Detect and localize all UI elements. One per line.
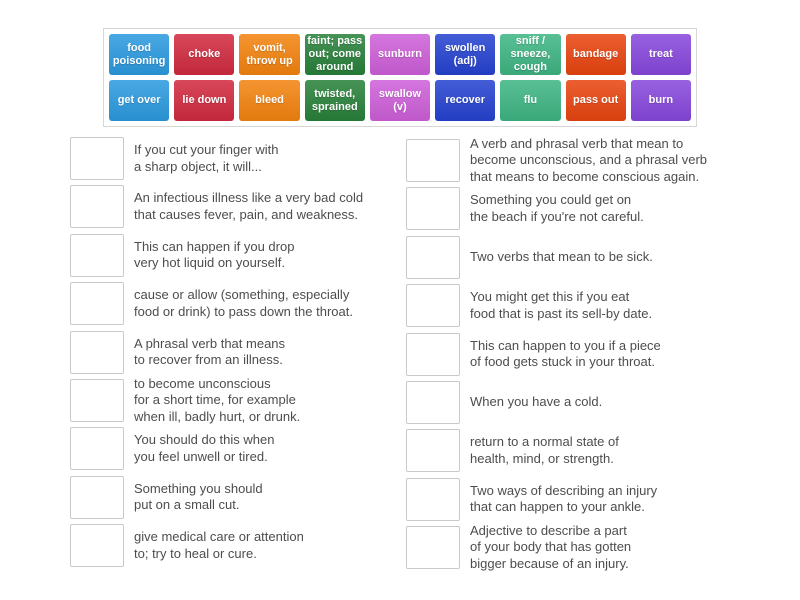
clue-text: Adjective to describe a part of your bod… — [470, 522, 632, 571]
answer-slot[interactable] — [70, 475, 124, 519]
match-row: This can happen if you drop very hot liq… — [70, 233, 410, 277]
answer-slot[interactable] — [406, 332, 460, 376]
word-tile-panel: food poisoning choke vomit, throw up fai… — [103, 28, 697, 127]
match-row: A phrasal verb that means to recover fro… — [70, 330, 410, 374]
word-tile-sniff-sneeze-cough[interactable]: sniff / sneeze, cough — [500, 34, 561, 75]
word-tile-swallow[interactable]: swallow (v) — [369, 80, 431, 121]
match-row: This can happen to you if a piece of foo… — [406, 332, 746, 376]
match-row: You might get this if you eat food that … — [406, 284, 746, 328]
clue-text: Two verbs that mean to be sick. — [470, 249, 653, 265]
word-tile-treat[interactable]: treat — [630, 34, 691, 75]
match-row: When you have a cold. — [406, 380, 746, 424]
clue-text: This can happen if you drop very hot liq… — [134, 238, 295, 271]
clue-text: You should do this when you feel unwell … — [134, 432, 275, 464]
match-row: return to a normal state of health, mind… — [406, 429, 746, 473]
answer-slot[interactable] — [70, 427, 124, 471]
word-tile-recover[interactable]: recover — [435, 80, 496, 121]
word-tile-faint-pass-out-come-around[interactable]: faint; pass out; come around — [304, 34, 365, 75]
word-tile-twisted-sprained[interactable]: twisted, sprained — [304, 80, 365, 121]
match-column-right: A verb and phrasal verb that mean to bec… — [406, 136, 746, 575]
word-tile-swollen[interactable]: swollen (adj) — [435, 34, 496, 75]
answer-slot[interactable] — [70, 282, 124, 326]
answer-slot[interactable] — [406, 139, 460, 182]
answer-slot[interactable] — [406, 477, 460, 521]
word-tile-pass-out[interactable]: pass out — [565, 80, 626, 121]
answer-slot[interactable] — [70, 137, 124, 180]
word-tile-bandage[interactable]: bandage — [565, 34, 626, 75]
match-row: Something you should put on a small cut. — [70, 475, 410, 519]
match-row: Adjective to describe a part of your bod… — [406, 523, 746, 571]
match-column-left: If you cut your finger with a sharp obje… — [70, 137, 410, 573]
clue-text: Two ways of describing an injury that ca… — [470, 482, 658, 515]
match-row: Something you could get on the beach if … — [406, 187, 746, 231]
answer-slot[interactable] — [406, 284, 460, 328]
answer-slot[interactable] — [406, 187, 460, 231]
answer-slot[interactable] — [70, 185, 124, 229]
clue-text: If you cut your finger with a sharp obje… — [134, 142, 279, 174]
clue-text: Something you should put on a small cut. — [134, 480, 263, 513]
answer-slot[interactable] — [70, 524, 124, 568]
answer-slot[interactable] — [406, 429, 460, 473]
match-row: If you cut your finger with a sharp obje… — [70, 137, 410, 180]
match-row: You should do this when you feel unwell … — [70, 427, 410, 471]
match-row: An infectious illness like a very bad co… — [70, 185, 410, 229]
answer-slot[interactable] — [406, 526, 460, 570]
answer-slot[interactable] — [406, 235, 460, 279]
clue-text: return to a normal state of health, mind… — [470, 434, 619, 466]
word-tile-bleed[interactable]: bleed — [239, 80, 300, 121]
word-tile-flu[interactable]: flu — [500, 80, 561, 121]
match-row: Two verbs that mean to be sick. — [406, 235, 746, 279]
match-row: to become unconscious for a short time, … — [70, 376, 410, 424]
clue-text: give medical care or attention to; try t… — [134, 529, 304, 561]
tile-row-1: food poisoning choke vomit, throw up fai… — [109, 34, 691, 75]
answer-slot[interactable] — [70, 330, 124, 374]
clue-text: Something you could get on the beach if … — [470, 192, 644, 224]
clue-text: When you have a cold. — [470, 394, 603, 410]
clue-text: cause or allow (something, especially fo… — [134, 287, 353, 319]
match-row: cause or allow (something, especially fo… — [70, 282, 410, 326]
clue-text: An infectious illness like a very bad co… — [134, 190, 364, 222]
match-row: give medical care or attention to; try t… — [70, 524, 410, 568]
word-tile-lie-down[interactable]: lie down — [174, 80, 235, 121]
word-tile-choke[interactable]: choke — [174, 34, 235, 75]
answer-slot[interactable] — [70, 378, 124, 422]
word-tile-burn[interactable]: burn — [630, 80, 691, 121]
clue-text: A verb and phrasal verb that mean to bec… — [470, 135, 708, 184]
word-tile-sunburn[interactable]: sunburn — [369, 34, 431, 75]
match-row: A verb and phrasal verb that mean to bec… — [406, 136, 746, 184]
word-tile-food-poisoning[interactable]: food poisoning — [109, 34, 170, 75]
word-tile-vomit-throw-up[interactable]: vomit, throw up — [239, 34, 300, 75]
clue-text: This can happen to you if a piece of foo… — [470, 337, 661, 370]
answer-slot[interactable] — [70, 233, 124, 277]
tile-row-2: get over lie down bleed twisted, spraine… — [109, 80, 691, 121]
clue-text: A phrasal verb that means to recover fro… — [134, 335, 286, 368]
answer-slot[interactable] — [406, 380, 460, 424]
clue-text: You might get this if you eat food that … — [470, 289, 653, 321]
clue-text: to become unconscious for a short time, … — [134, 375, 301, 424]
word-tile-get-over[interactable]: get over — [109, 80, 170, 121]
match-row: Two ways of describing an injury that ca… — [406, 477, 746, 521]
